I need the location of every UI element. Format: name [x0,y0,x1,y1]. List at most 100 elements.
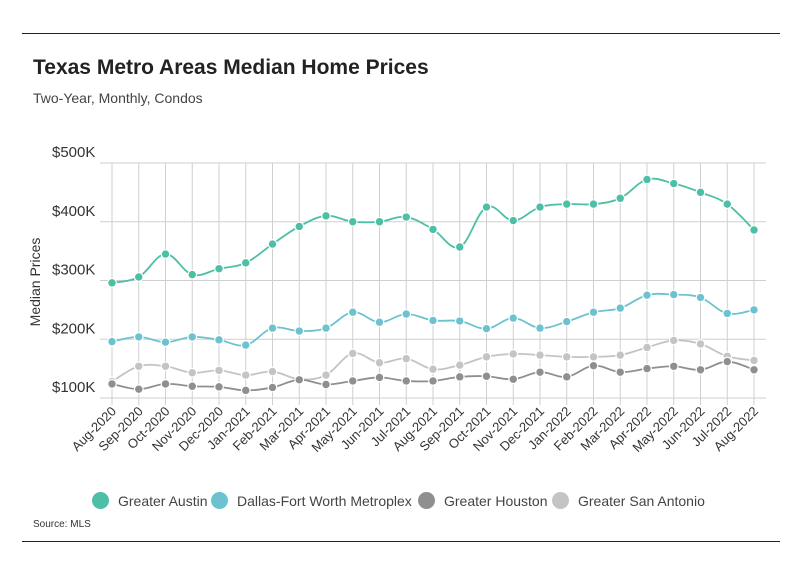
data-point-greater-houston [642,363,652,374]
y-tick-label: $100K [52,379,95,396]
legend-label-greater-houston: Greater Houston [444,492,548,509]
y-tick-label: $300K [52,262,95,279]
data-point-greater-san-antonio [642,342,652,353]
legend-swatch-greater-houston [418,492,435,509]
data-point-greater-austin [561,199,572,210]
data-point-greater-houston [561,371,572,382]
data-point-dallas-fort-worth-metroplex [749,304,759,315]
data-point-greater-austin [374,216,385,227]
series-greater-san-antonio [107,335,759,387]
legend-swatch-greater-san-antonio [552,492,569,509]
top-rule [22,33,780,34]
data-point-greater-san-antonio [133,361,144,372]
data-point-dallas-fort-worth-metroplex [615,303,626,314]
data-point-dallas-fort-worth-metroplex [481,323,492,334]
data-point-greater-houston [160,379,171,389]
data-point-greater-austin [695,187,706,198]
bottom-rule [22,541,780,542]
data-point-greater-austin [668,178,679,189]
data-point-greater-san-antonio [481,351,492,362]
series-dallas-fort-worth-metroplex [107,289,759,351]
data-point-greater-austin [133,272,144,282]
data-point-greater-san-antonio [321,370,331,380]
data-point-greater-houston [668,361,679,372]
data-point-greater-austin [214,263,224,274]
data-point-greater-houston [428,376,438,386]
data-point-greater-austin [267,239,278,249]
data-point-dallas-fort-worth-metroplex [428,315,438,326]
data-point-greater-austin [615,193,626,204]
data-point-greater-austin [642,174,652,185]
data-point-dallas-fort-worth-metroplex [695,292,706,303]
data-point-dallas-fort-worth-metroplex [133,332,144,342]
data-point-dallas-fort-worth-metroplex [374,317,385,328]
data-point-dallas-fort-worth-metroplex [401,309,412,319]
data-point-greater-san-antonio [695,339,706,349]
data-point-greater-houston [749,364,759,375]
data-point-greater-san-antonio [535,350,545,361]
data-point-greater-houston [107,379,117,389]
data-point-greater-austin [107,277,117,288]
data-point-greater-houston [535,367,545,378]
chart-title: Texas Metro Areas Median Home Prices [33,56,429,79]
legend-item-dallas-fort-worth[interactable]: Dallas-Fort Worth Metroplex [211,492,412,509]
series-greater-houston [107,356,759,396]
data-point-dallas-fort-worth-metroplex [588,307,599,318]
legend-label-greater-san-antonio: Greater San Antonio [578,492,705,509]
data-point-dallas-fort-worth-metroplex [267,323,278,333]
data-point-greater-austin [454,242,465,252]
data-point-greater-san-antonio [347,348,358,359]
data-point-dallas-fort-worth-metroplex [508,313,519,324]
data-point-greater-houston [588,360,599,371]
data-point-greater-houston [294,374,305,385]
y-tick-label: $500K [52,144,95,161]
data-point-dallas-fort-worth-metroplex [347,307,358,318]
data-point-greater-san-antonio [588,351,599,362]
data-point-greater-san-antonio [267,366,278,377]
data-point-greater-san-antonio [428,364,438,375]
data-point-dallas-fort-worth-metroplex [535,323,545,333]
y-tick-label: $400K [52,203,95,220]
data-point-greater-austin [240,257,251,268]
data-point-dallas-fort-worth-metroplex [722,308,733,319]
legend-item-greater-san-antonio[interactable]: Greater San Antonio [552,492,705,509]
data-point-greater-austin [481,202,492,212]
data-point-greater-houston [722,356,733,367]
legend-swatch-dallas-fort-worth [211,492,228,509]
data-point-greater-houston [615,367,626,378]
data-point-greater-houston [454,371,465,382]
legend-item-greater-houston[interactable]: Greater Houston [418,492,548,509]
data-point-dallas-fort-worth-metroplex [321,323,331,333]
data-point-greater-houston [133,384,144,395]
legend-label-greater-austin: Greater Austin [118,492,208,509]
data-point-greater-houston [347,376,358,386]
legend-label-dallas-fort-worth: Dallas-Fort Worth Metroplex [237,492,412,509]
data-point-greater-san-antonio [401,353,412,364]
data-point-dallas-fort-worth-metroplex [107,336,117,347]
legend-item-greater-austin[interactable]: Greater Austin [92,492,208,509]
data-point-greater-houston [267,382,278,393]
data-point-greater-san-antonio [240,370,251,380]
data-point-greater-austin [401,212,412,222]
source-note: Source: MLS [33,519,91,530]
data-point-greater-austin [160,249,171,259]
data-point-greater-austin [508,215,519,226]
data-point-greater-austin [321,210,331,221]
data-point-greater-san-antonio [454,360,465,371]
chart-legend: Greater Austin Dallas-Fort Worth Metropl… [0,492,799,514]
data-point-dallas-fort-worth-metroplex [294,326,305,336]
series-greater-austin [107,174,759,288]
data-point-greater-san-antonio [374,357,385,368]
data-point-greater-austin [347,216,358,227]
data-point-dallas-fort-worth-metroplex [561,316,572,327]
data-point-dallas-fort-worth-metroplex [668,289,679,300]
data-point-greater-austin [588,199,599,210]
data-point-greater-san-antonio [508,349,519,359]
data-point-dallas-fort-worth-metroplex [214,334,224,345]
data-point-greater-austin [428,224,438,235]
data-point-greater-houston [240,385,251,396]
data-point-dallas-fort-worth-metroplex [240,340,251,351]
data-point-greater-austin [722,199,733,210]
data-point-greater-houston [695,364,706,375]
data-point-greater-san-antonio [749,355,759,366]
